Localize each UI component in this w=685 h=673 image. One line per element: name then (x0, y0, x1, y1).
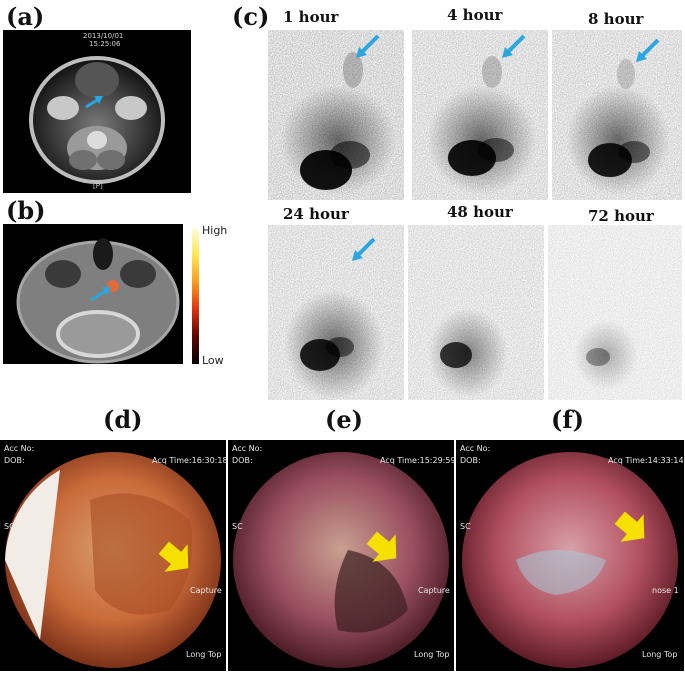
mri-date: 2013/10/01 (83, 32, 124, 40)
mri-time: 15:25:06 (89, 40, 121, 48)
time-label-24h: 24 hour (283, 205, 349, 223)
f-long-top: Long Top (642, 650, 678, 659)
time-label-72h: 72 hour (588, 207, 654, 225)
time-label-8h: 8 hour (588, 10, 644, 28)
e-acc-no: Acc No: (232, 444, 263, 453)
ct-image (3, 224, 183, 364)
time-label-1h: 1 hour (283, 8, 339, 26)
d-sc: SC (4, 522, 15, 531)
endoscopy-e: Acc No: DOB: Acq Time:15:29:59 SC Captur… (228, 440, 454, 671)
f-dob: DOB: (460, 456, 481, 465)
e-acq-time: Acq Time:15:29:59 (380, 456, 454, 465)
e-dob: DOB: (232, 456, 253, 465)
scan-1h (268, 30, 404, 200)
f-acc-no: Acc No: (460, 444, 491, 453)
scan-48h (408, 225, 544, 400)
mri-marker: [P] (93, 182, 103, 190)
colorbar-low-label: Low (202, 354, 224, 367)
endoscopy-f: Acc No: DOB: Acq Time:14:33:14 SC nose 1… (456, 440, 684, 671)
scan-8h (552, 30, 682, 200)
d-long-top: Long Top (186, 650, 222, 659)
scan-24h (268, 225, 404, 400)
endoscopy-d: Acc No: DOB: Acq Time:16:30:18 SC Captur… (0, 440, 226, 671)
e-sc: SC (232, 522, 243, 531)
colorbar (192, 228, 199, 364)
d-capture: Capture (190, 586, 222, 595)
panel-label-e: (e) (325, 405, 363, 434)
panel-label-b: (b) (6, 196, 46, 225)
scan-4h (412, 30, 548, 200)
panel-label-f: (f) (551, 405, 585, 434)
panel-label-a: (a) (6, 2, 45, 31)
scan-72h (548, 225, 682, 400)
colorbar-high-label: High (202, 224, 228, 237)
f-nose-label: nose 1 (652, 586, 679, 595)
f-acq-time: Acq Time:14:33:14 (608, 456, 684, 465)
panel-label-d: (d) (103, 405, 143, 434)
mri-image: 2013/10/01 15:25:06 [P] (3, 30, 191, 193)
e-capture: Capture (418, 586, 450, 595)
e-long-top: Long Top (414, 650, 450, 659)
time-label-48h: 48 hour (447, 203, 513, 221)
d-acc-no: Acc No: (4, 444, 35, 453)
panel-label-c: (c) (232, 2, 270, 31)
d-dob: DOB: (4, 456, 25, 465)
d-acq-time: Acq Time:16:30:18 (152, 456, 226, 465)
time-label-4h: 4 hour (447, 6, 503, 24)
f-sc: SC (460, 522, 471, 531)
